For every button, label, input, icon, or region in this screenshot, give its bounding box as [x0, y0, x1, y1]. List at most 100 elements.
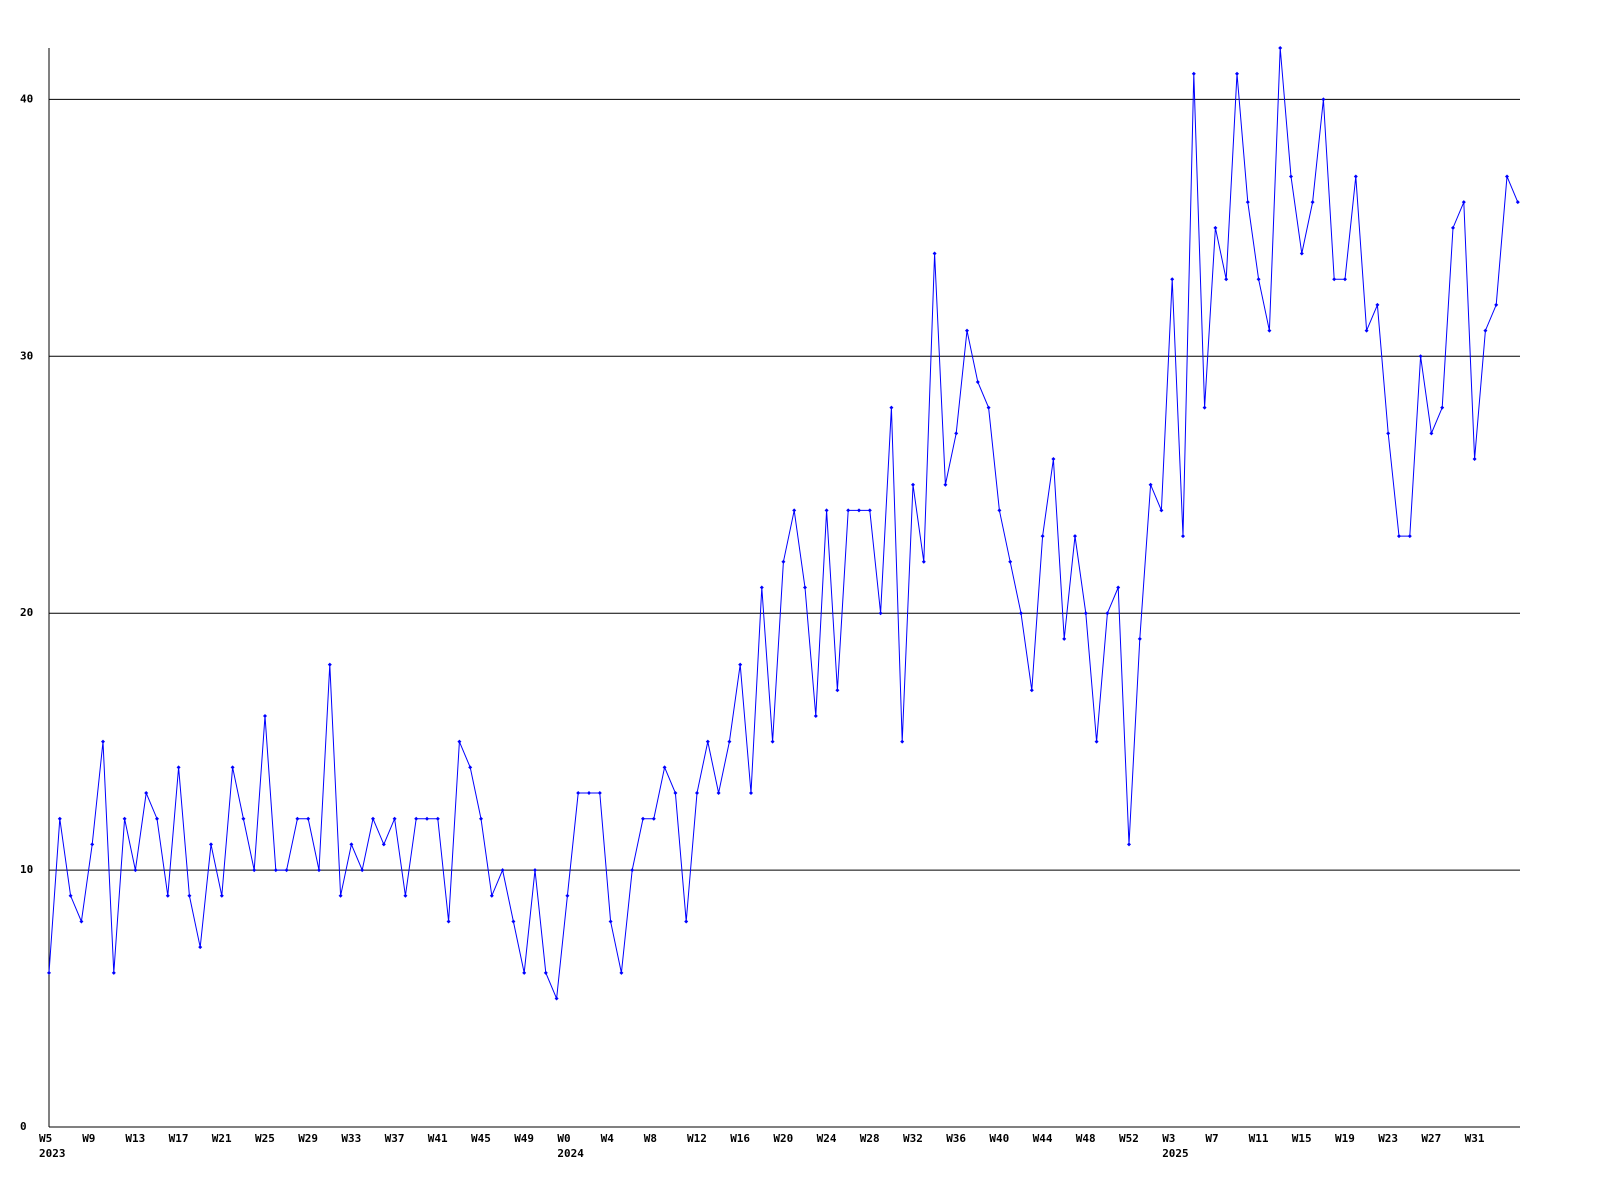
- point: [1170, 277, 1175, 282]
- point: [759, 585, 764, 590]
- y-tick-label: 40: [20, 92, 33, 105]
- point: [57, 816, 62, 821]
- x-tick-label: W52: [1119, 1132, 1139, 1145]
- point: [835, 688, 840, 693]
- point: [68, 893, 73, 898]
- point: [457, 739, 462, 744]
- point: [306, 816, 311, 821]
- point: [295, 816, 300, 821]
- point: [597, 791, 602, 796]
- x-tick-label: W16: [730, 1132, 750, 1145]
- point: [727, 739, 732, 744]
- point: [630, 868, 635, 873]
- x-tick-label: W19: [1335, 1132, 1355, 1145]
- point: [284, 868, 289, 873]
- point: [176, 765, 181, 770]
- point: [1321, 97, 1326, 102]
- point: [101, 739, 105, 744]
- point: [468, 765, 473, 770]
- point: [349, 842, 354, 847]
- y-tick-label: 0: [20, 1120, 27, 1133]
- point: [662, 765, 667, 770]
- point: [900, 739, 905, 744]
- x-tick-label: W5: [39, 1132, 52, 1145]
- point: [1137, 636, 1142, 641]
- point: [1386, 431, 1391, 436]
- x-tick-label: W7: [1205, 1132, 1218, 1145]
- point: [716, 791, 721, 796]
- point: [1515, 200, 1520, 205]
- x-tick-label: W29: [298, 1132, 318, 1145]
- point: [111, 970, 116, 975]
- point: [857, 508, 861, 513]
- x-tick-label: W12: [687, 1132, 707, 1145]
- x-tick-label: W45: [471, 1132, 491, 1145]
- x-tick-label: W20: [773, 1132, 793, 1145]
- point: [608, 919, 613, 924]
- point: [435, 816, 440, 821]
- point: [1407, 534, 1412, 539]
- point: [338, 893, 343, 898]
- point: [1019, 611, 1023, 616]
- x-tick-label: W17: [169, 1132, 189, 1145]
- y-tick-label: 20: [20, 606, 33, 619]
- y-tick-label: 10: [20, 863, 33, 876]
- point: [1429, 431, 1434, 436]
- point: [1213, 225, 1218, 230]
- point: [263, 713, 267, 718]
- point: [543, 970, 548, 975]
- x-tick-label: W32: [903, 1132, 923, 1145]
- point: [522, 970, 527, 975]
- x-year-label: 2023: [39, 1147, 66, 1160]
- x-tick-label: W21: [212, 1132, 232, 1145]
- point: [684, 919, 689, 924]
- point: [371, 816, 375, 821]
- point: [1256, 277, 1261, 282]
- point: [392, 816, 397, 821]
- x-tick-label: W3: [1162, 1132, 1175, 1145]
- point: [921, 559, 926, 564]
- point: [1116, 585, 1121, 590]
- point: [1310, 200, 1315, 205]
- point: [641, 816, 645, 821]
- point: [587, 791, 591, 796]
- x-tick-label: W4: [601, 1132, 615, 1145]
- point: [781, 559, 786, 564]
- point: [997, 508, 1002, 513]
- point: [252, 868, 257, 873]
- point: [47, 970, 51, 975]
- point: [1505, 174, 1509, 179]
- point: [79, 919, 84, 924]
- point: [500, 868, 505, 873]
- point: [122, 816, 127, 821]
- x-tick-label: W25: [255, 1132, 275, 1145]
- point: [446, 919, 451, 924]
- point: [889, 405, 894, 410]
- point: [705, 739, 710, 744]
- point: [1148, 482, 1153, 487]
- point: [479, 816, 483, 821]
- point: [1289, 174, 1293, 179]
- point: [1451, 225, 1455, 230]
- x-tick-label: W23: [1378, 1132, 1398, 1145]
- point: [1461, 200, 1466, 205]
- point: [241, 816, 246, 821]
- x-tick-label: W0: [557, 1132, 570, 1145]
- point: [1267, 328, 1272, 333]
- point: [619, 970, 624, 975]
- x-tick-label: W15: [1292, 1132, 1312, 1145]
- x-year-label: 2025: [1162, 1147, 1189, 1160]
- point: [219, 893, 224, 898]
- point: [425, 816, 429, 821]
- point: [1105, 611, 1110, 616]
- x-tick-label: W48: [1076, 1132, 1096, 1145]
- series-line: [48, 47, 1519, 999]
- point: [738, 662, 743, 667]
- point: [327, 662, 332, 667]
- point: [1224, 277, 1229, 282]
- point: [986, 405, 991, 410]
- point: [133, 868, 138, 873]
- point: [867, 508, 872, 513]
- point: [1051, 457, 1056, 462]
